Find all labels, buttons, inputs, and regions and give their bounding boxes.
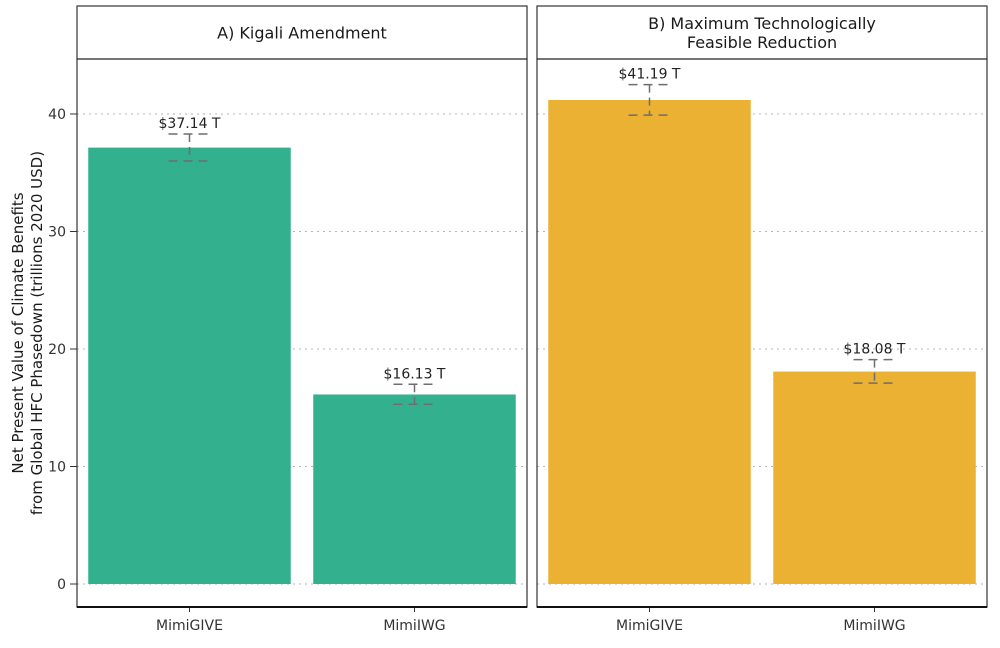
facet-panel: A) Kigali Amendment $37.14 T MimiGIVE $16.1… <box>76 5 528 634</box>
y-tick-label: 20 <box>48 342 66 358</box>
y-axis-label: Net Present Value of Climate Benefitsfro… <box>9 151 46 515</box>
y-axis-title: Net Present Value of Climate Benefitsfro… <box>9 151 46 515</box>
y-axis-title-line: Net Present Value of Climate Benefits <box>9 192 27 473</box>
bar <box>88 147 291 585</box>
bar-value-label: $37.14 T <box>159 116 221 132</box>
facet-strip <box>76 5 528 60</box>
y-tick-label: 30 <box>48 225 66 241</box>
x-tick-label: MimiIWG <box>383 618 445 634</box>
y-tick-label: 40 <box>48 107 66 123</box>
bar-value-label: $18.08 T <box>844 342 906 358</box>
y-tick-label: 0 <box>57 577 66 593</box>
x-tick-label: MimiGIVE <box>156 618 223 634</box>
y-axis-title-line: from Global HFC Phasedown (trillions 202… <box>28 151 46 515</box>
facet-title: A) Kigali Amendment <box>217 24 387 43</box>
facet-strip <box>536 5 988 60</box>
y-tick-label: 10 <box>48 460 66 476</box>
bar-value-label: $41.19 T <box>619 67 681 83</box>
x-tick-label: MimiGIVE <box>616 618 683 634</box>
facet-title-line: B) Maximum Technologically <box>648 14 876 33</box>
x-tick-label: MimiIWG <box>843 618 905 634</box>
facet-title-line: Feasible Reduction <box>687 33 837 52</box>
bar <box>313 394 516 584</box>
facet-panel: B) Maximum Technologically Feasible Reduc… <box>536 5 988 634</box>
facet-panels: A) Kigali Amendment $37.14 T MimiGIVE $16.1… <box>76 5 988 634</box>
bar <box>548 100 751 584</box>
facet-title-line: A) Kigali Amendment <box>217 24 387 43</box>
bar-value-label: $16.13 T <box>384 366 446 382</box>
y-axis-ticks: 0 10 20 30 40 <box>48 107 77 593</box>
bar <box>773 371 976 584</box>
facet-title: B) Maximum Technologically Feasible Reduc… <box>648 14 876 52</box>
